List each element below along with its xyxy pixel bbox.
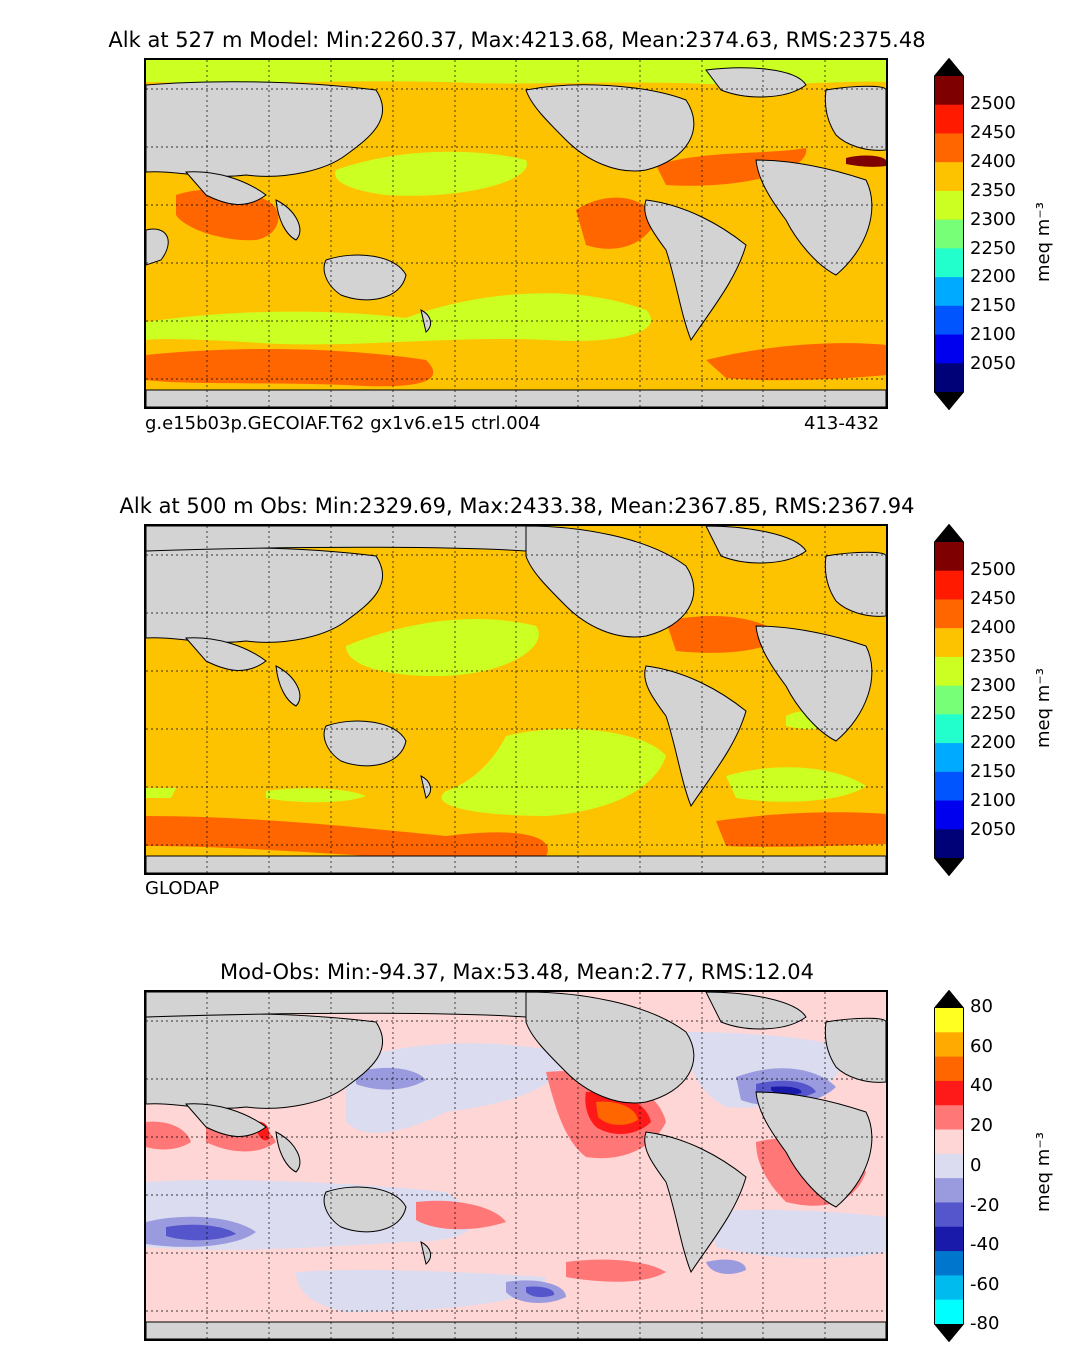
cbar1-extend-min <box>934 392 964 410</box>
panel2-unit-label: meq m⁻³ <box>1033 667 1054 748</box>
panel2-tick: 2450 <box>970 588 1016 609</box>
panel1-tick: 2200 <box>970 266 1016 287</box>
panel3-map-svg <box>146 992 886 1339</box>
panel1-tick: 2400 <box>970 151 1016 172</box>
cbar2-swatch <box>934 685 964 715</box>
cbar1-swatch <box>934 76 964 106</box>
cbar1-outline <box>934 58 964 410</box>
panel3-tick: -20 <box>970 1195 1000 1216</box>
panel2-tick: 2200 <box>970 732 1016 753</box>
panel2-tick: 2350 <box>970 646 1016 667</box>
cbar2-swatch <box>934 829 964 859</box>
cbar3-swatch <box>934 1032 964 1058</box>
panel1-tick: 2300 <box>970 209 1016 230</box>
cbar3-extend-max <box>934 990 964 1008</box>
panel1-years-label: 413-432 <box>804 413 880 434</box>
cbar2-extend-min <box>934 858 964 876</box>
panel2-tick: 2100 <box>970 790 1016 811</box>
panel1-colorbar <box>934 58 964 410</box>
cbar1-swatch <box>934 248 964 278</box>
panel3-title: Mod-Obs: Min:-94.37, Max:53.48, Mean:2.7… <box>220 960 814 984</box>
panel2-tick: 2250 <box>970 703 1016 724</box>
panel1-unit-label: meq m⁻³ <box>1033 201 1054 282</box>
panel1-title: Alk at 527 m Model: Min:2260.37, Max:421… <box>108 28 926 52</box>
panel3-map <box>144 990 888 1341</box>
cbar3-swatch <box>934 1275 964 1301</box>
cbar1-swatch <box>934 219 964 249</box>
cbar2-swatch <box>934 628 964 658</box>
panel2-map-svg <box>146 526 886 873</box>
panel3-tick: 0 <box>970 1155 982 1176</box>
cbar3-swatch <box>934 1153 964 1179</box>
panel1-tick: 2250 <box>970 238 1016 259</box>
cbar3-swatch <box>934 1251 964 1276</box>
panel1-map-svg <box>146 60 886 407</box>
panel2-map <box>144 524 888 875</box>
cbar1-swatch <box>934 363 964 393</box>
cbar1-swatch <box>934 133 964 163</box>
panel1-tick: 2050 <box>970 353 1016 374</box>
cbar3-outline <box>934 990 964 1342</box>
cbar3-swatch <box>934 1129 964 1155</box>
cbar2-swatch <box>934 771 964 802</box>
panel2-tick: 2150 <box>970 761 1016 782</box>
panel2-colorbar <box>934 524 964 876</box>
panel3-unit-label: meq m⁻³ <box>1033 1131 1054 1212</box>
cbar3-extend-min <box>934 1324 964 1342</box>
cbar3-swatch <box>934 1226 964 1252</box>
cbar2-swatch <box>934 599 964 629</box>
panel2-tick: 2500 <box>970 559 1016 580</box>
panel2-title: Alk at 500 m Obs: Min:2329.69, Max:2433.… <box>119 494 915 518</box>
panel3-tick: 60 <box>970 1036 993 1057</box>
cbar1-swatch <box>934 190 964 221</box>
cbar1-swatch <box>934 334 964 364</box>
cbar2-swatch <box>934 714 964 744</box>
panel3-colorbar <box>934 990 964 1342</box>
cbar1-swatch <box>934 104 964 134</box>
cbar2-swatch <box>934 542 964 572</box>
cbar3-swatch <box>934 1202 964 1228</box>
cbar1-extend-max <box>934 58 964 76</box>
cbar3-swatch <box>934 1105 964 1131</box>
panel1-tick: 2450 <box>970 122 1016 143</box>
panel2-tick: 2400 <box>970 617 1016 638</box>
cbar1-swatch <box>934 162 964 192</box>
panel1-tick: 2500 <box>970 93 1016 114</box>
cbar3-swatch <box>934 1008 964 1033</box>
cbar3-swatch <box>934 1080 964 1106</box>
panel3-tick: 20 <box>970 1115 993 1136</box>
cbar1-swatch <box>934 305 964 336</box>
cbar2-swatch <box>934 743 964 773</box>
panel3-tick: 80 <box>970 996 993 1017</box>
cbar2-swatch <box>934 800 964 830</box>
cbar3-swatch <box>934 1299 964 1325</box>
panel1-case-label: g.e15b03p.GECOIAF.T62 gx1v6.e15 ctrl.004 <box>145 413 541 434</box>
panel3-tick: 40 <box>970 1075 993 1096</box>
panel2-source-label: GLODAP <box>145 878 220 899</box>
cbar3-swatch <box>934 1056 964 1082</box>
panel1-map <box>144 58 888 409</box>
panel3-tick: -40 <box>970 1234 1000 1255</box>
cbar1-swatch <box>934 277 964 307</box>
panel3-tick: -60 <box>970 1274 1000 1295</box>
panel2-tick: 2050 <box>970 819 1016 840</box>
panel3-tick: -80 <box>970 1313 1000 1334</box>
panel1-tick: 2350 <box>970 180 1016 201</box>
panel2-tick: 2300 <box>970 675 1016 696</box>
panel1-tick: 2100 <box>970 324 1016 345</box>
panel1-tick: 2150 <box>970 295 1016 316</box>
cbar2-swatch <box>934 570 964 600</box>
cbar2-extend-max <box>934 524 964 542</box>
cbar3-swatch <box>934 1178 964 1203</box>
cbar2-swatch <box>934 656 964 687</box>
cbar2-outline <box>934 524 964 876</box>
